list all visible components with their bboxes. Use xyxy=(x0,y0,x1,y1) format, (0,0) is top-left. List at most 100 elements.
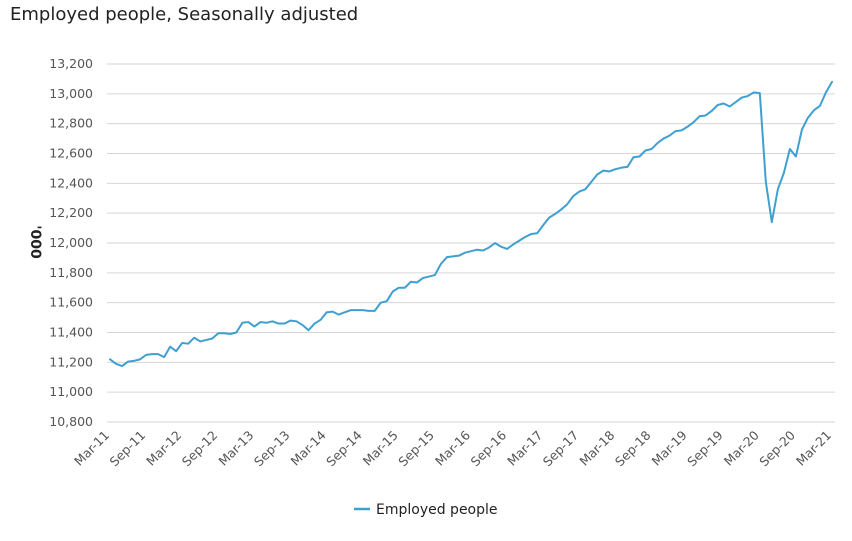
data-point[interactable] xyxy=(500,246,502,248)
data-point[interactable] xyxy=(434,274,436,276)
data-point[interactable] xyxy=(199,340,201,342)
data-point[interactable] xyxy=(482,249,484,251)
data-point[interactable] xyxy=(512,243,514,245)
data-point[interactable] xyxy=(187,343,189,345)
data-point[interactable] xyxy=(602,170,604,172)
data-point[interactable] xyxy=(542,224,544,226)
data-point[interactable] xyxy=(783,172,785,174)
data-point[interactable] xyxy=(693,121,695,123)
data-point[interactable] xyxy=(819,105,821,107)
data-point[interactable] xyxy=(596,173,598,175)
data-point[interactable] xyxy=(608,170,610,172)
data-point[interactable] xyxy=(302,324,304,326)
data-point[interactable] xyxy=(127,361,129,363)
data-point[interactable] xyxy=(241,322,243,324)
legend[interactable]: Employed people xyxy=(354,502,498,518)
data-point[interactable] xyxy=(350,309,352,311)
data-point[interactable] xyxy=(807,117,809,119)
data-point[interactable] xyxy=(506,248,508,250)
data-point[interactable] xyxy=(669,135,671,137)
data-point[interactable] xyxy=(247,321,249,323)
data-point[interactable] xyxy=(566,203,568,205)
data-point[interactable] xyxy=(392,290,394,292)
data-point[interactable] xyxy=(410,281,412,283)
data-point[interactable] xyxy=(675,130,677,132)
data-point[interactable] xyxy=(139,358,141,360)
data-point[interactable] xyxy=(223,332,225,334)
data-point[interactable] xyxy=(428,276,430,278)
data-point[interactable] xyxy=(290,320,291,322)
data-point[interactable] xyxy=(422,277,424,279)
data-point[interactable] xyxy=(133,360,135,362)
data-point[interactable] xyxy=(536,232,538,234)
data-point[interactable] xyxy=(109,358,111,360)
data-point[interactable] xyxy=(657,142,659,144)
data-point[interactable] xyxy=(717,104,719,106)
data-point[interactable] xyxy=(488,246,490,248)
data-point[interactable] xyxy=(801,129,803,131)
data-point[interactable] xyxy=(217,332,219,334)
data-point[interactable] xyxy=(590,181,592,183)
data-point[interactable] xyxy=(638,155,640,157)
data-point[interactable] xyxy=(759,92,761,94)
data-point[interactable] xyxy=(157,353,159,355)
data-point[interactable] xyxy=(211,337,213,339)
data-point[interactable] xyxy=(380,302,382,304)
data-point[interactable] xyxy=(277,323,279,325)
data-point[interactable] xyxy=(320,319,322,321)
data-point[interactable] xyxy=(308,329,310,331)
data-point[interactable] xyxy=(729,106,731,108)
data-point[interactable] xyxy=(494,242,496,244)
data-point[interactable] xyxy=(368,310,370,312)
data-point[interactable] xyxy=(344,311,346,313)
data-point[interactable] xyxy=(398,287,400,289)
data-point[interactable] xyxy=(825,91,827,93)
data-point[interactable] xyxy=(795,155,797,157)
data-point[interactable] xyxy=(530,233,532,235)
data-point[interactable] xyxy=(578,191,580,193)
data-point[interactable] xyxy=(735,101,737,103)
data-point[interactable] xyxy=(771,221,773,223)
data-point[interactable] xyxy=(644,150,646,152)
data-point[interactable] xyxy=(711,110,713,112)
data-point[interactable] xyxy=(464,252,466,254)
data-point[interactable] xyxy=(193,337,195,339)
data-point[interactable] xyxy=(747,95,749,97)
data-point[interactable] xyxy=(440,263,442,265)
data-point[interactable] xyxy=(620,167,622,169)
data-point[interactable] xyxy=(476,249,478,251)
data-point[interactable] xyxy=(663,138,665,140)
data-point[interactable] xyxy=(115,363,117,365)
data-point[interactable] xyxy=(765,181,767,183)
data-point[interactable] xyxy=(338,314,340,316)
data-point[interactable] xyxy=(687,126,689,128)
data-point[interactable] xyxy=(446,256,448,258)
data-point[interactable] xyxy=(229,333,231,335)
data-point[interactable] xyxy=(789,148,791,150)
data-point[interactable] xyxy=(584,188,586,190)
data-point[interactable] xyxy=(705,114,707,116)
data-point[interactable] xyxy=(518,240,520,242)
data-point[interactable] xyxy=(572,195,574,197)
data-point[interactable] xyxy=(181,342,183,344)
data-point[interactable] xyxy=(626,166,628,168)
data-point[interactable] xyxy=(253,326,255,328)
data-point[interactable] xyxy=(386,300,388,302)
data-point[interactable] xyxy=(163,356,165,358)
data-point[interactable] xyxy=(699,115,701,117)
data-point[interactable] xyxy=(813,109,815,111)
data-point[interactable] xyxy=(404,287,406,289)
data-point[interactable] xyxy=(151,353,153,355)
data-point[interactable] xyxy=(314,323,316,325)
data-point[interactable] xyxy=(470,250,472,252)
data-point[interactable] xyxy=(723,103,725,105)
data-point[interactable] xyxy=(632,156,634,158)
data-point[interactable] xyxy=(560,208,562,210)
series-line-employed-people[interactable] xyxy=(109,80,833,368)
data-point[interactable] xyxy=(416,282,418,284)
data-point[interactable] xyxy=(145,354,147,356)
data-point[interactable] xyxy=(524,236,526,238)
data-point[interactable] xyxy=(651,148,652,150)
data-point[interactable] xyxy=(265,322,267,324)
data-point[interactable] xyxy=(753,91,755,93)
